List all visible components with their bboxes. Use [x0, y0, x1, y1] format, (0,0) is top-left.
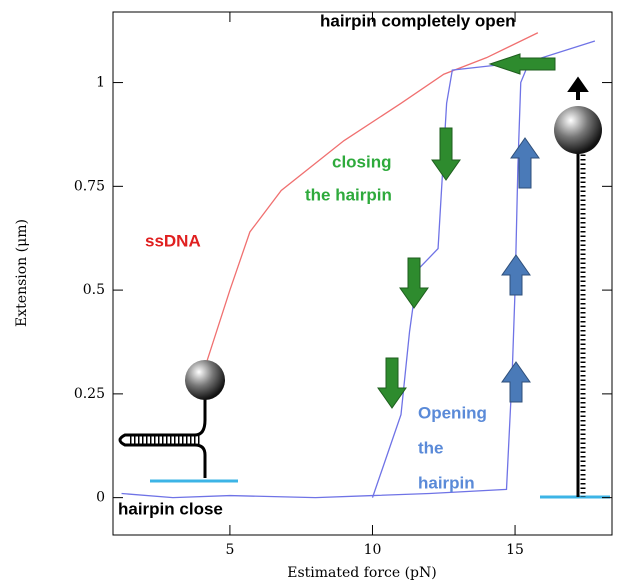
arrow [510, 137, 540, 189]
arrow [431, 127, 461, 181]
y-tick-label: 0.5 [83, 282, 105, 298]
annotation: Opening [418, 403, 487, 422]
arrow [501, 254, 531, 296]
y-tick-label: 0.25 [74, 386, 105, 402]
bead [185, 360, 225, 400]
line [121, 40, 596, 499]
annotation: hairpin completely open [320, 11, 516, 30]
y-axis-label: Extension (μm) [14, 219, 30, 327]
arrow [377, 357, 407, 409]
hairpin-drawing [118, 395, 207, 478]
y-tick-label: 1 [96, 75, 105, 91]
line [371, 61, 527, 498]
x-axis-label: Estimated force (pN) [287, 565, 436, 581]
arrow [488, 53, 556, 75]
x-tick-label: 10 [364, 542, 382, 558]
plot [121, 32, 596, 499]
annotation: hairpin close [118, 499, 223, 518]
annotation: the [418, 438, 444, 457]
arrow [501, 361, 531, 403]
line [206, 32, 539, 361]
bead [554, 106, 602, 154]
x-tick-label: 5 [225, 542, 234, 558]
annotation: the hairpin [305, 185, 392, 204]
annotation: hairpin [418, 473, 475, 492]
y-tick-label: 0.75 [74, 178, 105, 194]
pull-arrow [567, 76, 589, 100]
arrow [399, 257, 429, 309]
y-tick-label: 0 [96, 490, 105, 506]
decorations [118, 53, 610, 499]
plot-frame [112, 11, 613, 536]
annotation: closing [332, 152, 392, 171]
x-tick-label: 15 [506, 542, 524, 558]
annotation: ssDNA [145, 231, 201, 250]
